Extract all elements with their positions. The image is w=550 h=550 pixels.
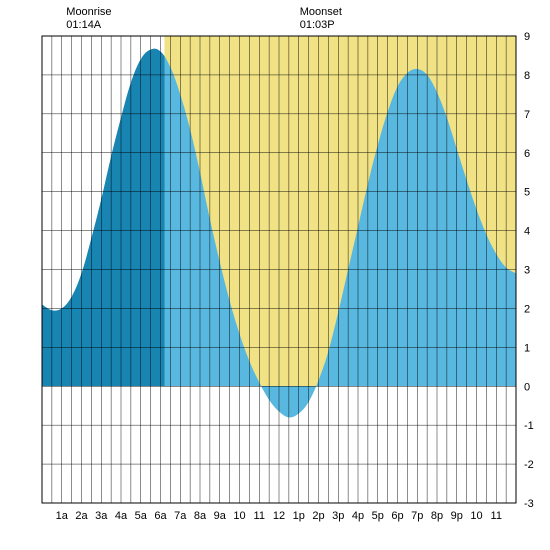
svg-text:-1: -1 (524, 420, 534, 432)
svg-text:3: 3 (524, 265, 530, 277)
svg-text:2: 2 (524, 303, 530, 315)
svg-text:2a: 2a (75, 510, 88, 522)
svg-text:1a: 1a (56, 510, 69, 522)
svg-text:9a: 9a (214, 510, 227, 522)
svg-text:7a: 7a (174, 510, 187, 522)
svg-text:10: 10 (233, 510, 245, 522)
svg-text:6: 6 (524, 148, 530, 160)
moonrise-annotation: Moonrise 01:14A (66, 6, 111, 32)
svg-text:3a: 3a (95, 510, 108, 522)
svg-text:7: 7 (524, 109, 530, 121)
moonset-time: 01:03P (300, 19, 342, 32)
svg-text:12: 12 (273, 510, 285, 522)
svg-text:6p: 6p (391, 510, 403, 522)
svg-text:2p: 2p (312, 510, 324, 522)
svg-text:4p: 4p (352, 510, 364, 522)
svg-text:9p: 9p (451, 510, 463, 522)
svg-text:8a: 8a (194, 510, 207, 522)
moonset-annotation: Moonset 01:03P (300, 6, 342, 32)
svg-text:9: 9 (524, 31, 530, 43)
svg-text:-3: -3 (524, 498, 534, 510)
svg-text:4: 4 (524, 226, 530, 238)
svg-text:8p: 8p (431, 510, 443, 522)
svg-text:0: 0 (524, 381, 530, 393)
moonrise-time: 01:14A (66, 19, 111, 32)
svg-text:10: 10 (470, 510, 482, 522)
svg-text:3p: 3p (332, 510, 344, 522)
svg-text:11: 11 (491, 510, 502, 522)
svg-text:6a: 6a (154, 510, 167, 522)
svg-text:11: 11 (254, 510, 265, 522)
svg-text:5p: 5p (372, 510, 384, 522)
moonset-title: Moonset (300, 6, 342, 19)
svg-text:1p: 1p (293, 510, 305, 522)
tide-chart-svg: -3-2-101234567891a2a3a4a5a6a7a8a9a101112… (0, 0, 550, 550)
svg-text:4a: 4a (115, 510, 128, 522)
svg-text:-2: -2 (524, 459, 534, 471)
svg-text:5a: 5a (135, 510, 148, 522)
svg-text:5: 5 (524, 187, 530, 199)
svg-text:1: 1 (524, 342, 530, 354)
tide-chart: -3-2-101234567891a2a3a4a5a6a7a8a9a101112… (0, 0, 550, 550)
svg-text:8: 8 (524, 70, 530, 82)
svg-text:7p: 7p (411, 510, 423, 522)
moonrise-title: Moonrise (66, 6, 111, 19)
